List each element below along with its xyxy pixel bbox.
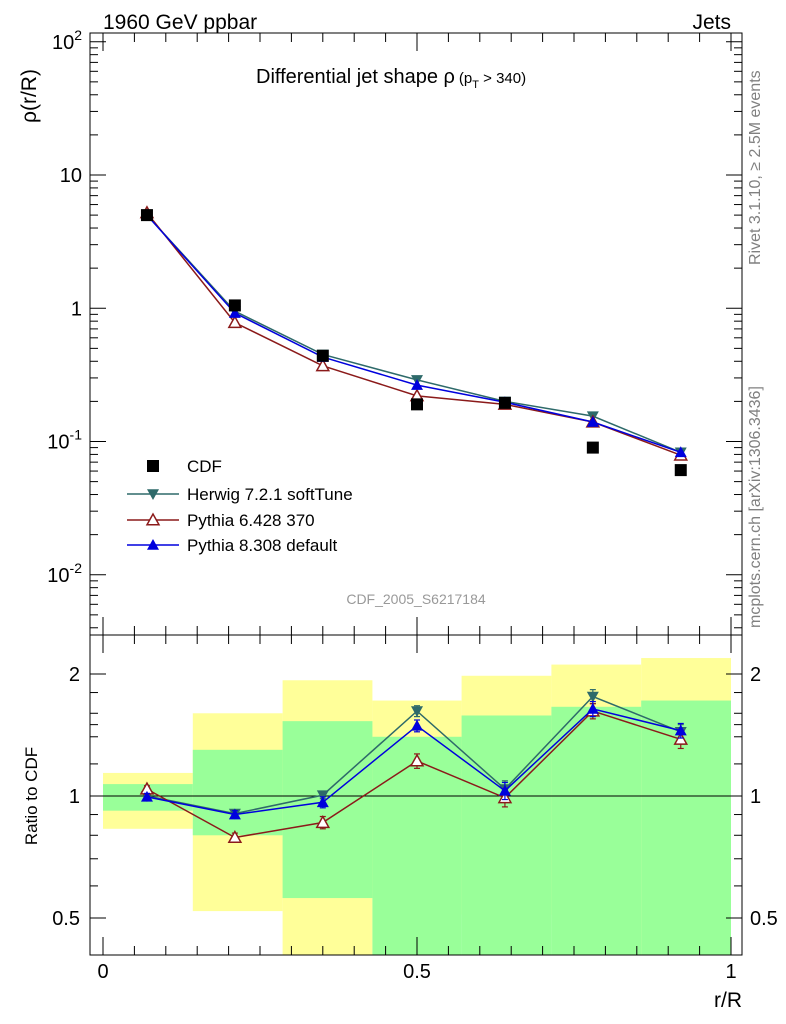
legend-label-py8: Pythia 8.308 default: [187, 536, 338, 555]
ratio-y-tick-label-right: 2: [750, 664, 761, 686]
main-point-cdf: [228, 299, 241, 312]
ratio-point-herwig: [316, 790, 329, 802]
analysis-id: CDF_2005_S6217184: [346, 591, 486, 607]
band-green-4: [461, 715, 552, 955]
main-point-py8: [586, 416, 599, 427]
ratio-point-herwig: [586, 691, 599, 703]
legend-label-herwig: Herwig 7.2.1 softTune: [187, 485, 353, 504]
ratio-y-axis-label: Ratio to CDF: [22, 747, 41, 845]
ratio-point-herwig: [411, 706, 423, 718]
band-green-2: [282, 721, 373, 899]
ratio-y-tick-label: 2: [69, 664, 80, 686]
rivet-version-text: Rivet 3.1.10, ≥ 2.5M events: [747, 70, 764, 265]
legend-marker-py6: [145, 512, 161, 526]
ratio-point-py8: [586, 702, 599, 714]
ratio-point-py8: [674, 724, 687, 736]
main-title: Differential jet shape ρ (pT > 340): [256, 66, 526, 91]
y-axis-label: ρ(r/R): [18, 69, 41, 123]
header-left: 1960 GeV ppbar: [103, 11, 257, 34]
ratio-y-tick-label: 1: [69, 786, 80, 808]
mcplots-text: mcplots.cern.ch [arXiv:1306.3436]: [747, 386, 764, 628]
main-point-py6: [227, 315, 243, 329]
ratio-point-py8: [228, 808, 241, 820]
main-point-cdf: [674, 464, 687, 477]
x-tick-label: 1: [725, 961, 736, 983]
legend-marker-herwig: [147, 489, 159, 500]
main-line-herwig: [146, 214, 682, 453]
band-green-5: [551, 706, 642, 955]
main-point-cdf: [586, 441, 599, 454]
main-point-py8: [411, 379, 423, 390]
legend-marker-cdf: [147, 460, 159, 472]
main-point-cdf: [411, 398, 423, 411]
band-green-3: [372, 736, 462, 955]
x-tick-label: 0.5: [403, 961, 431, 983]
ratio-y-tick-label: 0.5: [52, 908, 80, 930]
legend-label-py6: Pythia 6.428 370: [187, 511, 315, 530]
axis-ticks: 10-2 10-1 1 10 102 0 0.5 1 0.5 0.5 1 1 2 2: [47, 27, 778, 983]
main-point-cdf: [316, 349, 329, 362]
ratio-point-py6: [409, 753, 425, 767]
legend-marker-py8: [147, 539, 159, 550]
ratio-y-tick-label-right: 1: [750, 786, 761, 808]
x-axis-label: r/R: [714, 989, 742, 1012]
ratio-plot-frame: [89, 634, 743, 956]
main-point-cdf: [140, 209, 153, 222]
legend-label-cdf: CDF: [187, 457, 222, 476]
main-y-tick-label: 102: [52, 27, 82, 54]
main-y-tick-label: 10: [60, 165, 82, 187]
ratio-point-py8: [498, 784, 511, 796]
main-point-py6: [315, 358, 331, 372]
main-line-py8: [146, 214, 682, 453]
main-point-py8: [228, 307, 241, 318]
header-right: Jets: [692, 11, 731, 34]
main-point-cdf: [498, 396, 511, 409]
plot-frames: [89, 32, 743, 956]
main-y-tick-label: 10-2: [47, 560, 82, 587]
x-tick-label: 0: [97, 961, 108, 983]
main-title-text: Differential jet shape ρ: [256, 66, 455, 88]
main-y-tick-label: 1: [71, 298, 82, 320]
main-point-py8: [674, 446, 687, 458]
legend: CDF Herwig 7.2.1 softTune Pythia 6.428 370…: [127, 457, 353, 555]
main-y-tick-label: 10-1: [47, 427, 82, 454]
ratio-point-py6: [315, 815, 331, 829]
ratio-point-py8: [140, 790, 153, 802]
ratio-point-py8: [411, 719, 423, 731]
ratio-y-tick-label-right: 0.5: [750, 908, 778, 930]
data-series: [139, 205, 689, 844]
band-green-6: [641, 700, 731, 955]
ratio-point-py6: [673, 731, 689, 745]
ratio-point-py8: [316, 796, 329, 808]
ratio-point-py6: [227, 829, 243, 844]
band-green-1: [192, 749, 283, 836]
